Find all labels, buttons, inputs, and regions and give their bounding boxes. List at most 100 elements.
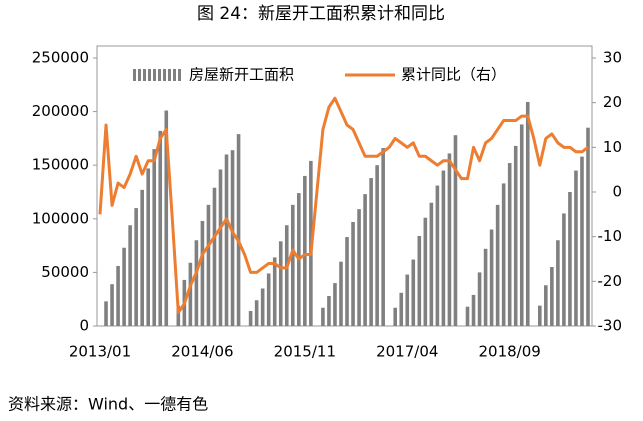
y2-tick-label: -20	[598, 272, 623, 290]
legend-swatch	[153, 69, 156, 81]
y-tick-label: 250000	[32, 49, 89, 67]
bar	[435, 185, 440, 326]
bar	[321, 307, 325, 326]
y-tick-label: 50000	[41, 263, 89, 281]
bar	[465, 306, 470, 326]
bar	[489, 229, 494, 326]
legend-swatch	[163, 69, 166, 81]
bar	[176, 305, 181, 326]
bar	[140, 189, 144, 326]
bar	[164, 110, 169, 326]
source-note: 资料来源：Wind、一德有色	[8, 395, 208, 414]
bar	[513, 145, 518, 326]
legend-swatch	[173, 69, 176, 81]
bar	[260, 288, 265, 326]
bar	[381, 148, 385, 326]
bar	[423, 217, 428, 326]
legend-swatch	[143, 69, 146, 81]
bar	[116, 265, 120, 326]
y2-tick-label: -30	[598, 317, 623, 335]
bar	[284, 225, 289, 326]
y-tick-label: 100000	[32, 209, 89, 227]
bar	[447, 153, 452, 326]
bar	[266, 273, 271, 326]
legend-swatch	[148, 69, 151, 81]
legend-swatch	[138, 69, 141, 81]
bar	[248, 310, 253, 326]
x-tick-label: 2017/04	[376, 343, 438, 361]
bar	[303, 175, 307, 326]
bar	[405, 274, 410, 326]
bar	[254, 300, 259, 326]
bar	[290, 204, 295, 326]
bar	[399, 292, 404, 326]
y-tick-label: 200000	[32, 102, 89, 120]
bar	[556, 240, 560, 326]
bar	[441, 170, 446, 326]
x-tick-label: 2018/09	[479, 343, 541, 361]
bar	[194, 240, 199, 326]
bar	[345, 237, 349, 326]
bar	[562, 213, 566, 326]
bar	[351, 222, 355, 326]
y2-tick-label: 20	[603, 93, 622, 111]
bar	[550, 267, 554, 326]
chart-title: 图 24：新屋开工面积累计和同比	[197, 4, 445, 24]
bar	[507, 163, 512, 326]
bar	[327, 295, 331, 326]
bar	[519, 124, 524, 327]
bar	[580, 156, 584, 326]
legend-label: 累计同比（右）	[401, 66, 506, 84]
legend-swatch	[158, 69, 161, 81]
bar	[538, 305, 542, 326]
bar	[525, 101, 530, 327]
bar	[586, 127, 590, 327]
bar	[224, 154, 229, 326]
bar	[417, 235, 422, 326]
bar	[236, 134, 241, 326]
bar	[574, 170, 578, 326]
bar	[218, 169, 223, 326]
y-tick-label: 0	[79, 317, 89, 335]
bar	[483, 248, 488, 326]
bar	[363, 194, 367, 326]
bar	[333, 283, 337, 326]
bar	[453, 135, 458, 326]
y-tick-label: 150000	[32, 156, 89, 174]
bar	[146, 168, 150, 326]
bar	[375, 165, 379, 326]
plot-frame	[96, 45, 593, 327]
y2-tick-label: 30	[603, 49, 622, 67]
bar	[230, 150, 235, 326]
bar	[104, 301, 108, 326]
bar	[369, 178, 373, 326]
bar	[206, 204, 211, 326]
bar	[471, 294, 476, 326]
bar	[495, 204, 500, 326]
bar	[568, 192, 572, 326]
bar	[200, 220, 205, 326]
bar	[110, 284, 114, 326]
x-tick-label: 2013/01	[69, 343, 131, 361]
bar	[429, 202, 434, 326]
bar	[501, 183, 506, 326]
bar	[158, 130, 163, 326]
bar	[134, 208, 138, 326]
y2-tick-label: 0	[612, 183, 622, 201]
legend-swatch	[133, 69, 136, 81]
bar	[272, 257, 277, 326]
bar	[212, 187, 217, 326]
bar	[128, 225, 132, 326]
bar	[339, 261, 343, 326]
y2-tick-label: -10	[598, 227, 623, 245]
legend-swatch	[168, 69, 171, 81]
y2-tick-label: 10	[603, 138, 622, 156]
bar	[188, 262, 193, 326]
bar	[544, 285, 548, 326]
legend-label: 房屋新开工面积	[189, 66, 294, 84]
bar	[122, 247, 126, 326]
legend-swatch	[178, 69, 181, 81]
bar	[411, 259, 416, 326]
bar	[152, 149, 157, 326]
